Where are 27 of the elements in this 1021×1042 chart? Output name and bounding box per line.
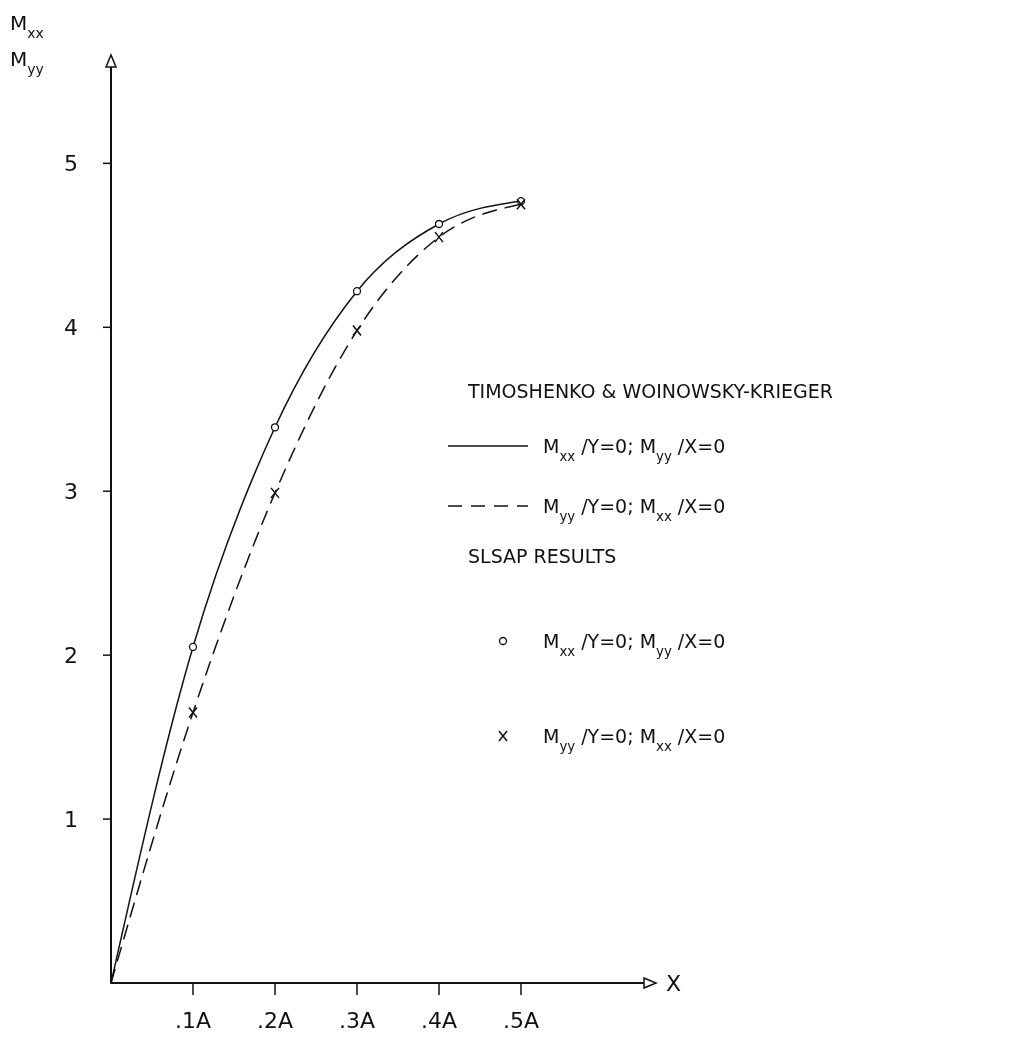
y-axis-title: M$_{xx}$ M$_{yy}$ [10, 11, 44, 77]
x-tick-label: .3A [338, 1008, 376, 1033]
annotation: SLSAP RESULTS [468, 545, 617, 567]
legend-label: M$_{xx}$ /Y=0; M$_{yy}$ /X=0 [543, 630, 726, 659]
legend-label: M$_{yy}$ /Y=0; M$_{xx}$ /X=0 [543, 725, 726, 754]
point [270, 487, 280, 499]
x-axis-title: X [666, 971, 682, 996]
x-tick-label: .5A [502, 1008, 540, 1033]
legend-label: M$_{xx}$ /Y=0; M$_{yy}$ /X=0 [543, 435, 726, 464]
point [434, 219, 444, 229]
point [188, 706, 198, 719]
point [352, 324, 362, 337]
point [516, 198, 526, 211]
y-tick-label: 5 [64, 151, 78, 177]
y-tick-label: 4 [64, 315, 78, 341]
x-tick-label: .4A [420, 1008, 458, 1033]
y-tick-label: 1 [64, 807, 78, 833]
legend-label: M$_{yy}$ /Y=0; M$_{xx}$ /X=0 [543, 495, 726, 524]
y-tick-label: 2 [64, 643, 78, 669]
x-tick-label: .2A [256, 1008, 294, 1033]
point [188, 642, 198, 652]
point [352, 287, 362, 296]
legend-title: TIMOSHENKO & WOINOWSKY-KRIEGER [467, 380, 833, 402]
point [270, 423, 280, 432]
y-tick-label: 3 [64, 479, 78, 505]
point [434, 231, 444, 243]
x-tick-label: .1A [174, 1008, 212, 1033]
